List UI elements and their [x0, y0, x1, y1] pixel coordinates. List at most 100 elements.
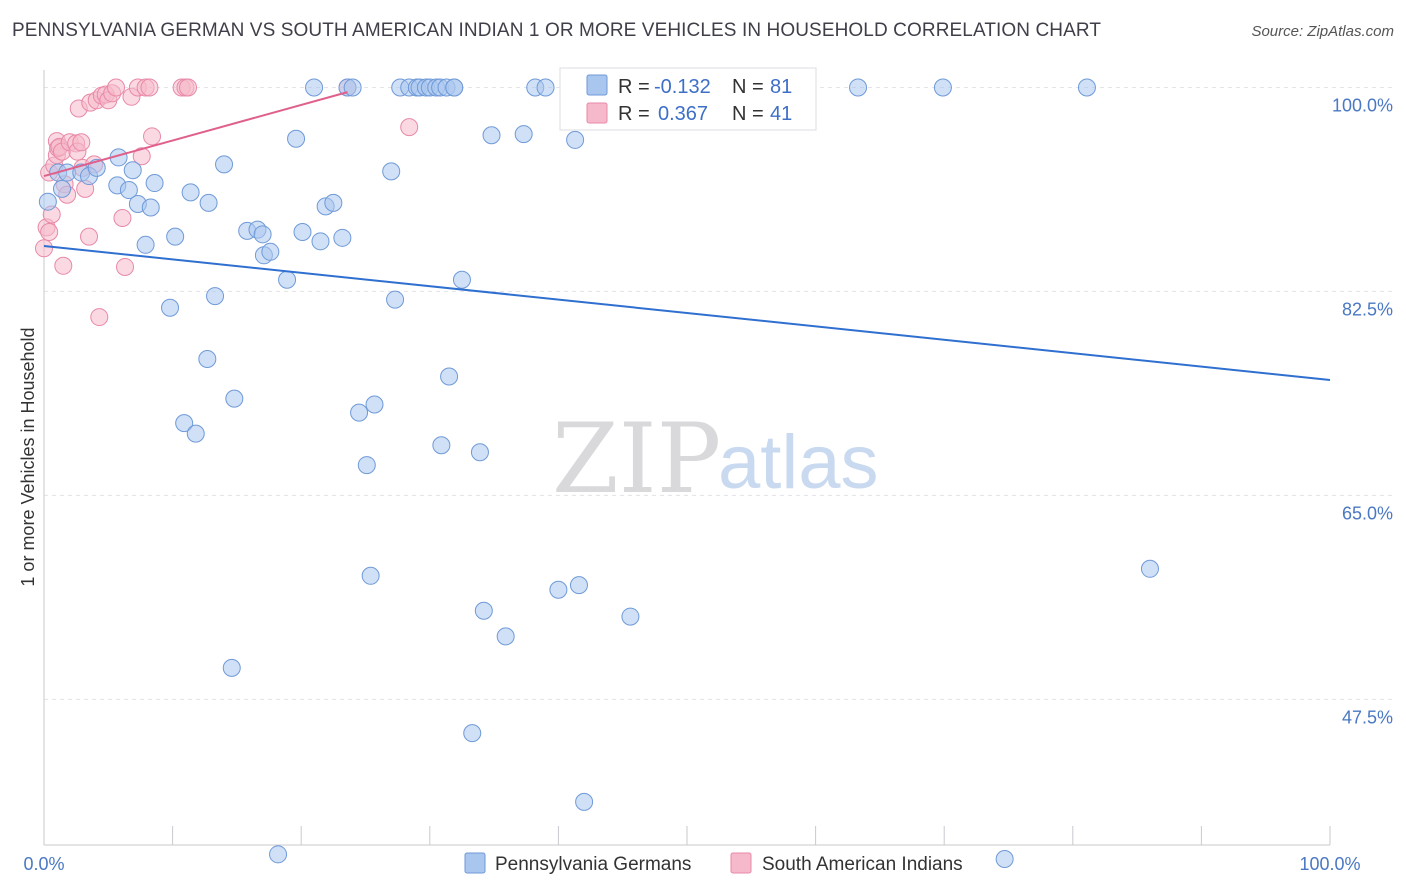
data-point-pennsylvania-germans [181, 183, 200, 202]
data-point-pennsylvania-germans [536, 78, 555, 97]
bottom-legend-swatch-pink [730, 852, 752, 874]
y-tick-label: 82.5% [1342, 299, 1393, 319]
legend-n-value-1: 81 [770, 76, 792, 98]
data-point-pennsylvania-germans [305, 78, 324, 97]
data-point-pennsylvania-germans [206, 287, 225, 306]
data-point-south-american-indians [54, 256, 73, 275]
data-point-pennsylvania-germans [440, 367, 459, 386]
series-legend: Pennsylvania Germans South American Indi… [464, 852, 963, 875]
series-south-american-indians [35, 78, 419, 327]
data-point-pennsylvania-germans [119, 181, 138, 200]
data-point-pennsylvania-germans [474, 601, 493, 620]
data-point-pennsylvania-germans [432, 436, 451, 455]
data-point-south-american-indians [107, 78, 126, 97]
data-point-south-american-indians [116, 257, 135, 276]
trendline-pennsylvania-germans [43, 244, 1331, 381]
data-point-pennsylvania-germans [514, 125, 533, 144]
data-point-pennsylvania-germans [287, 129, 306, 148]
data-point-pennsylvania-germans [225, 389, 244, 408]
data-point-pennsylvania-germans [253, 225, 272, 244]
data-point-pennsylvania-germans [482, 126, 501, 145]
data-point-south-american-indians [35, 239, 53, 258]
data-point-pennsylvania-germans [496, 627, 515, 646]
data-point-pennsylvania-germans [269, 845, 288, 864]
data-point-pennsylvania-germans [849, 78, 868, 97]
data-point-pennsylvania-germans [324, 193, 343, 212]
data-point-pennsylvania-germans [215, 155, 234, 174]
data-point-pennsylvania-germans [575, 792, 594, 811]
data-point-pennsylvania-germans [361, 566, 380, 585]
data-point-pennsylvania-germans [569, 576, 588, 595]
bottom-legend-label-blue: Pennsylvania Germans [495, 854, 691, 875]
data-point-pennsylvania-germans [452, 270, 471, 289]
data-point-pennsylvania-germans [549, 580, 568, 599]
data-point-south-american-indians [90, 308, 109, 327]
data-point-pennsylvania-germans [186, 424, 205, 443]
data-point-pennsylvania-germans [995, 849, 1014, 868]
legend-r-value-1: -0.132 [654, 76, 711, 98]
legend-r-label-2: R = [618, 103, 650, 125]
data-point-south-american-indians [179, 78, 198, 97]
data-point-pennsylvania-germans [175, 414, 194, 433]
legend-n-label-2: N = [732, 103, 764, 125]
data-point-pennsylvania-germans [566, 130, 585, 149]
data-point-pennsylvania-germans [123, 161, 142, 180]
data-point-pennsylvania-germans [278, 270, 297, 289]
data-point-south-american-indians [132, 147, 151, 166]
data-point-south-american-indians [143, 127, 162, 146]
source-label: Source: ZipAtlas.com [1251, 23, 1394, 40]
data-point-pennsylvania-germans [382, 162, 401, 181]
data-point-pennsylvania-germans [933, 78, 952, 97]
data-point-pennsylvania-germans [311, 232, 330, 251]
data-point-pennsylvania-germans [38, 192, 57, 211]
data-point-south-american-indians [80, 227, 99, 246]
data-point-south-american-indians [140, 78, 159, 97]
y-axis-tick-labels: 100.0% 82.5% 65.0% 47.5% [1332, 95, 1393, 727]
x-tick-label-min: 0.0% [23, 854, 64, 874]
legend-n-value-2: 41 [770, 103, 792, 125]
legend-swatch-pink [586, 102, 608, 124]
data-point-pennsylvania-germans [1077, 78, 1096, 97]
chart-title: PENNSYLVANIA GERMAN VS SOUTH AMERICAN IN… [12, 20, 1102, 41]
data-point-pennsylvania-germans [350, 403, 369, 422]
y-tick-label: 47.5% [1342, 707, 1393, 727]
data-point-pennsylvania-germans [166, 227, 185, 246]
data-point-south-american-indians [72, 133, 91, 152]
data-point-pennsylvania-germans [199, 193, 218, 212]
y-tick-label: 65.0% [1342, 503, 1393, 523]
data-point-pennsylvania-germans [145, 174, 164, 193]
data-point-south-american-indians [113, 209, 132, 228]
correlation-legend: R = -0.132 N = 81 R = 0.367 N = 41 [559, 67, 817, 131]
bottom-legend-label-pink: South American Indians [762, 854, 963, 875]
data-point-south-american-indians [40, 222, 59, 241]
data-point-pennsylvania-germans [198, 350, 217, 369]
trendline-south-american-indians [43, 91, 348, 178]
data-point-pennsylvania-germans [136, 235, 155, 254]
data-point-pennsylvania-germans [386, 290, 405, 309]
data-point-pennsylvania-germans [463, 724, 482, 743]
trend-lines [43, 91, 1331, 381]
data-point-pennsylvania-germans [445, 78, 464, 97]
grid-lines [44, 86, 1392, 700]
data-point-pennsylvania-germans [141, 198, 160, 217]
legend-swatch-blue [586, 74, 608, 96]
data-point-pennsylvania-germans [222, 658, 241, 677]
watermark-zip: ZIP [552, 403, 721, 515]
watermark-atlas: atlas [718, 420, 879, 505]
x-tick-label-max: 100.0% [1299, 854, 1360, 874]
data-point-south-american-indians [400, 118, 419, 137]
data-point-pennsylvania-germans [53, 179, 72, 198]
data-point-pennsylvania-germans [161, 298, 180, 317]
data-point-pennsylvania-germans [293, 222, 312, 241]
y-axis-label: 1 or more Vehicles in Household [18, 327, 38, 586]
data-point-pennsylvania-germans [343, 78, 362, 97]
legend-n-label-1: N = [732, 76, 764, 98]
legend-r-label-1: R = [618, 76, 650, 98]
data-point-pennsylvania-germans [470, 443, 489, 462]
x-axis-ticks [43, 826, 1331, 845]
data-point-pennsylvania-germans [333, 228, 352, 247]
bottom-legend-swatch-blue [464, 852, 486, 874]
data-point-pennsylvania-germans [261, 242, 280, 261]
data-point-pennsylvania-germans [621, 607, 640, 626]
